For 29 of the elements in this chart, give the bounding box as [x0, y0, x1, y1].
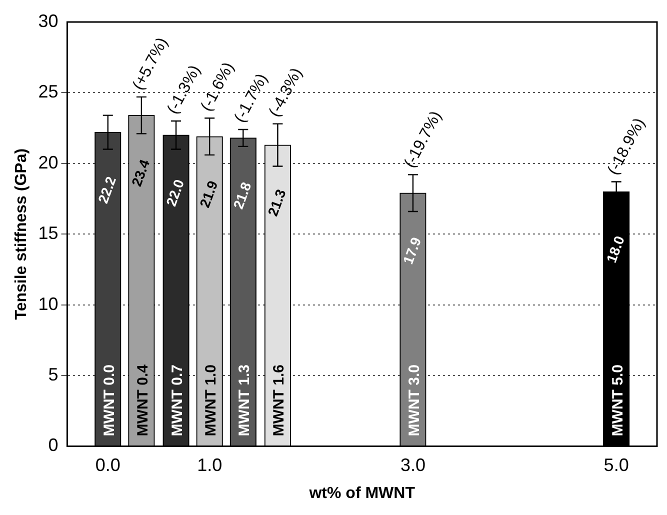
y-tick-label: 0 [48, 435, 58, 456]
data-label: 21.9 [196, 178, 221, 210]
data-label: 18.0 [603, 234, 628, 265]
series-label: MWNT 3.0 [406, 364, 423, 436]
y-tick-label: 20 [38, 152, 58, 172]
data-label: 23.4 [128, 157, 153, 188]
x-axis-title: wt% of MWNT [308, 484, 416, 502]
x-tick-label: 0.0 [95, 454, 120, 475]
series-label: MWNT 5.0 [609, 364, 626, 436]
series-label: MWNT 0.7 [169, 364, 186, 436]
series-label: MWNT 0.4 [134, 364, 152, 436]
y-tick-label: 5 [48, 364, 58, 384]
series-label: MWNT 1.0 [202, 364, 220, 436]
data-label: 21.8 [230, 180, 254, 212]
data-label: 22.2 [94, 174, 120, 206]
series-label: MWNT 1.6 [270, 364, 288, 436]
y-tick-label: 10 [38, 294, 58, 314]
data-label: 17.9 [400, 234, 424, 266]
x-tick-label: 1.0 [197, 454, 222, 475]
series-label: MWNT 1.3 [236, 364, 254, 436]
x-tick-label: 5.0 [604, 454, 629, 475]
y-axis-title: Tensile stiffness (GPa) [13, 148, 30, 320]
y-tick-label: 30 [38, 10, 58, 31]
data-label: 22.0 [162, 176, 188, 208]
y-tick-label: 25 [38, 82, 58, 102]
data-label: 21.3 [264, 186, 289, 218]
x-tick-label: 3.0 [400, 454, 426, 475]
series-label: MWNT 0.0 [100, 364, 118, 436]
y-tick-label: 15 [38, 223, 58, 244]
